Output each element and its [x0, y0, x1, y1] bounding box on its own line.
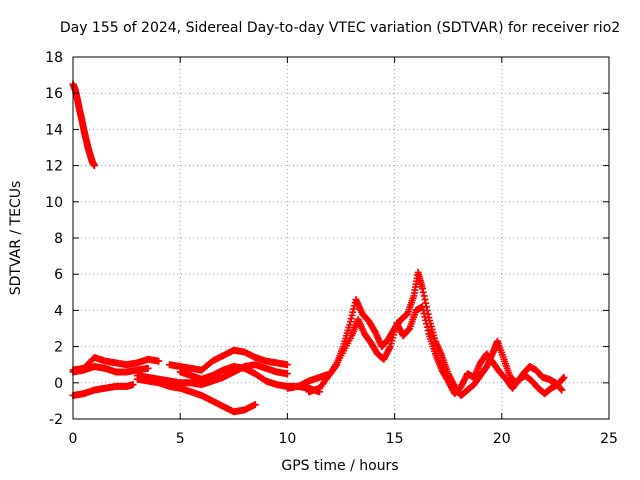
x-tick-label: 25 [600, 431, 618, 447]
data-point [424, 327, 432, 335]
series-track-f [165, 346, 291, 374]
y-tick-label: 0 [54, 376, 63, 392]
data-point [144, 364, 152, 372]
data-point [423, 323, 431, 331]
y-tick-label: 14 [45, 122, 63, 138]
data-point [155, 357, 163, 365]
axis-ticks: 0 5 10 15 20 25 -2 0 2 4 6 8 10 12 14 16 18 [45, 50, 618, 447]
x-tick-label: 20 [493, 431, 511, 447]
y-tick-label: 18 [45, 50, 63, 66]
data-point [346, 318, 354, 326]
x-tick-label: 0 [69, 431, 78, 447]
data-point [419, 306, 427, 314]
data-point [558, 386, 566, 394]
data-point [559, 374, 567, 382]
data-point [419, 288, 427, 296]
data-points [69, 80, 568, 416]
series-track-b [69, 363, 152, 376]
data-point [283, 361, 291, 369]
y-tick-label: 8 [54, 231, 63, 247]
chart-title: Day 155 of 2024, Sidereal Day-to-day VTE… [60, 20, 620, 36]
data-point [420, 310, 428, 318]
x-tick-label: 5 [176, 431, 185, 447]
data-point [422, 299, 430, 307]
y-tick-label: 2 [54, 340, 63, 356]
data-point [129, 381, 137, 389]
y-tick-label: -2 [49, 412, 63, 428]
data-point [348, 311, 356, 319]
data-point [90, 162, 98, 170]
x-tick-label: 10 [278, 431, 296, 447]
data-point [418, 285, 426, 293]
y-tick-label: 10 [45, 195, 63, 211]
data-point [421, 296, 429, 304]
data-point [420, 292, 428, 300]
data-point [347, 315, 355, 323]
data-point [349, 308, 357, 316]
series-track-d [133, 375, 259, 416]
data-point [422, 320, 430, 328]
series-track-c [69, 381, 137, 399]
data-point [346, 321, 354, 329]
y-axis-label: SDTVAR / TECUs [8, 181, 24, 296]
series-early-decline [69, 80, 98, 170]
data-point [560, 373, 568, 381]
data-point [350, 305, 358, 313]
data-point [283, 370, 291, 378]
data-point [251, 401, 259, 409]
y-tick-label: 16 [45, 86, 63, 102]
data-point [557, 385, 565, 393]
y-tick-label: 6 [54, 267, 63, 283]
y-tick-label: 4 [54, 303, 63, 319]
data-point [418, 303, 426, 311]
data-point [421, 313, 429, 321]
series-track-e [133, 361, 291, 389]
x-axis-label: GPS time / hours [281, 458, 398, 474]
x-tick-label: 15 [386, 431, 404, 447]
y-tick-label: 12 [45, 159, 63, 175]
data-point [422, 316, 430, 324]
series-secondary-afternoon [305, 303, 568, 398]
